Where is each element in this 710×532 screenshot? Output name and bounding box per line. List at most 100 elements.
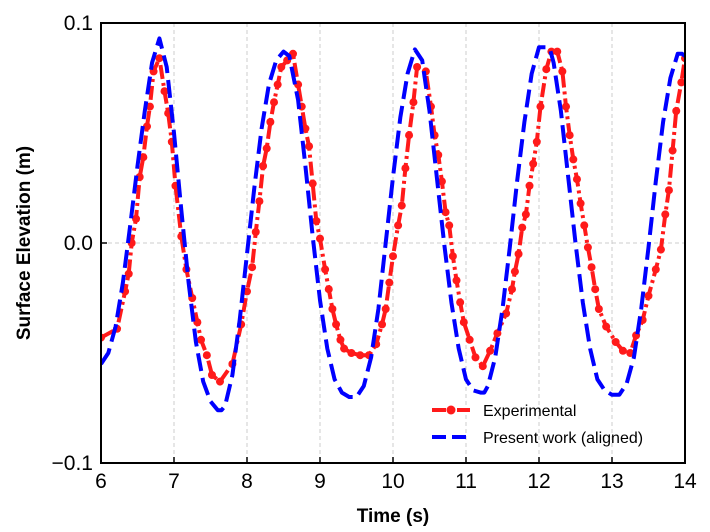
experimental-point bbox=[305, 142, 314, 151]
experimental-point bbox=[413, 63, 422, 71]
x-tick-label: 10 bbox=[381, 470, 404, 493]
experimental-point bbox=[155, 54, 164, 63]
x-tick-label: 12 bbox=[527, 470, 550, 493]
experimental-point bbox=[259, 162, 268, 170]
experimental-point bbox=[587, 263, 596, 272]
x-tick-label: 11 bbox=[455, 470, 477, 493]
experimental-point bbox=[401, 164, 410, 173]
experimental-point bbox=[651, 265, 660, 274]
experimental-point bbox=[328, 305, 337, 313]
experimental-point bbox=[324, 285, 333, 294]
experimental-point bbox=[273, 80, 282, 89]
experimental-point bbox=[572, 175, 581, 184]
experimental-point bbox=[529, 159, 538, 168]
experimental-point bbox=[385, 278, 394, 287]
experimental-point bbox=[441, 208, 450, 217]
x-tick-label: 7 bbox=[168, 470, 180, 493]
experimental-point bbox=[202, 351, 211, 360]
experimental-point bbox=[459, 318, 468, 327]
experimental-point bbox=[502, 309, 511, 318]
x-tick-label: 9 bbox=[314, 470, 326, 493]
experimental-point bbox=[381, 305, 390, 313]
experimental-point bbox=[536, 102, 545, 111]
experimental-point bbox=[664, 186, 673, 195]
experimental-point bbox=[514, 250, 523, 258]
experimental-point bbox=[316, 234, 324, 243]
experimental-point bbox=[542, 65, 551, 74]
experimental-point bbox=[215, 377, 224, 386]
experimental-point bbox=[465, 335, 474, 344]
experimental-point bbox=[197, 335, 206, 344]
experimental-point bbox=[656, 245, 665, 254]
series-present-work-line bbox=[101, 36, 685, 413]
experimental-point bbox=[389, 252, 397, 261]
y-tick-label: 0.1 bbox=[64, 12, 93, 35]
experimental-point bbox=[452, 276, 461, 285]
x-tick-label: 13 bbox=[600, 470, 623, 493]
experimental-point bbox=[486, 346, 495, 355]
experimental-point bbox=[672, 107, 681, 115]
experimental-point bbox=[445, 221, 454, 230]
y-tick-label: −0.1 bbox=[52, 452, 93, 475]
x-tick-label: 6 bbox=[95, 470, 107, 493]
experimental-point bbox=[336, 335, 345, 344]
legend-label-present-work: Present work (aligned) bbox=[483, 430, 643, 447]
x-tick-label: 14 bbox=[673, 470, 697, 493]
experimental-point bbox=[456, 298, 465, 307]
y-axis-label: Surface Elevation (m) bbox=[14, 146, 35, 340]
experimental-point bbox=[262, 144, 271, 153]
plot-area bbox=[101, 36, 685, 413]
experimental-point bbox=[321, 265, 330, 274]
experimental-point bbox=[602, 322, 611, 331]
experimental-point bbox=[553, 47, 562, 56]
experimental-point bbox=[193, 318, 202, 327]
experimental-point bbox=[576, 199, 585, 208]
experimental-point bbox=[611, 338, 620, 346]
experimental-point bbox=[591, 285, 600, 294]
experimental-point bbox=[340, 344, 349, 353]
experimental-point bbox=[139, 153, 148, 162]
experimental-point bbox=[394, 221, 403, 230]
experimental-point bbox=[583, 243, 592, 252]
experimental-point bbox=[521, 210, 530, 219]
experimental-point bbox=[661, 210, 670, 219]
experimental-point bbox=[518, 223, 527, 232]
experimental-point bbox=[251, 228, 260, 236]
legend-label-experimental: Experimental bbox=[483, 403, 576, 420]
x-axis-label: Time (s) bbox=[357, 506, 430, 527]
experimental-point bbox=[569, 155, 578, 164]
axis-ticks: 6 7 8 9 10 11 12 13 14 −0.1 0.0 0.1 bbox=[52, 12, 697, 493]
legend-marker-experimental bbox=[446, 405, 456, 415]
experimental-point bbox=[448, 252, 457, 261]
experimental-point bbox=[677, 78, 685, 87]
experimental-point bbox=[644, 291, 653, 300]
experimental-point bbox=[562, 102, 571, 111]
experimental-point bbox=[580, 221, 589, 230]
experimental-point bbox=[478, 362, 487, 371]
experimental-point bbox=[270, 98, 279, 107]
experimental-point bbox=[378, 320, 387, 329]
experimental-point bbox=[207, 371, 216, 379]
experimental-point bbox=[493, 329, 502, 338]
experimental-point bbox=[558, 67, 567, 76]
grid bbox=[100, 22, 686, 464]
experimental-point bbox=[437, 177, 446, 186]
experimental-point bbox=[124, 269, 133, 278]
experimental-point bbox=[525, 181, 534, 190]
experimental-point bbox=[397, 201, 406, 210]
experimental-point bbox=[356, 351, 365, 360]
experimental-point bbox=[332, 320, 341, 329]
experimental-point bbox=[142, 122, 151, 131]
experimental-point bbox=[565, 131, 574, 140]
experimental-point bbox=[160, 87, 169, 96]
experimental-point bbox=[405, 131, 414, 140]
experimental-point bbox=[618, 346, 627, 355]
y-tick-label: 0.0 bbox=[64, 232, 93, 255]
experimental-point bbox=[507, 285, 516, 294]
experimental-point bbox=[145, 102, 154, 111]
experimental-point bbox=[248, 263, 257, 272]
experimental-point bbox=[312, 217, 321, 225]
experimental-point bbox=[347, 349, 356, 357]
experimental-point bbox=[471, 353, 480, 362]
